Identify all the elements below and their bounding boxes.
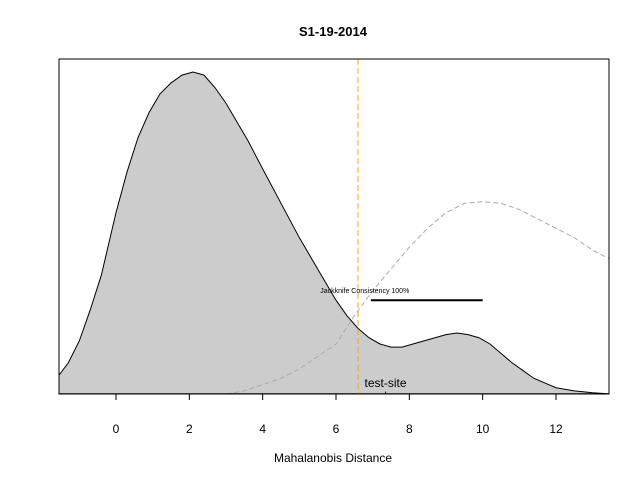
plot-frame	[58, 58, 610, 395]
plot-content: Jackknife Consistency 100% ★test-site	[59, 59, 609, 402]
site-label: test-site	[364, 376, 406, 390]
chart-title: S1-19-2014	[299, 24, 368, 39]
density-fill-area	[59, 72, 609, 394]
x-tick-label: 8	[406, 422, 413, 436]
x-tick-label: 12	[549, 422, 563, 436]
reference-density-curve	[225, 201, 609, 394]
x-axis-label: Mahalanobis Distance	[274, 451, 392, 465]
x-tick-label: 2	[186, 422, 193, 436]
x-tick-label: 4	[259, 422, 266, 436]
site-star-marker: ★	[381, 390, 391, 402]
density-curve	[59, 71, 609, 394]
x-tick-label: 6	[333, 422, 340, 436]
x-tick-label: 0	[113, 422, 120, 436]
plot-area: Jackknife Consistency 100% ★test-site	[59, 59, 609, 402]
jackknife-label: Jackknife Consistency 100%	[320, 288, 409, 295]
x-tick-label: 10	[476, 422, 490, 436]
x-axis: 0 2 4 6 8 10 12	[113, 394, 563, 436]
